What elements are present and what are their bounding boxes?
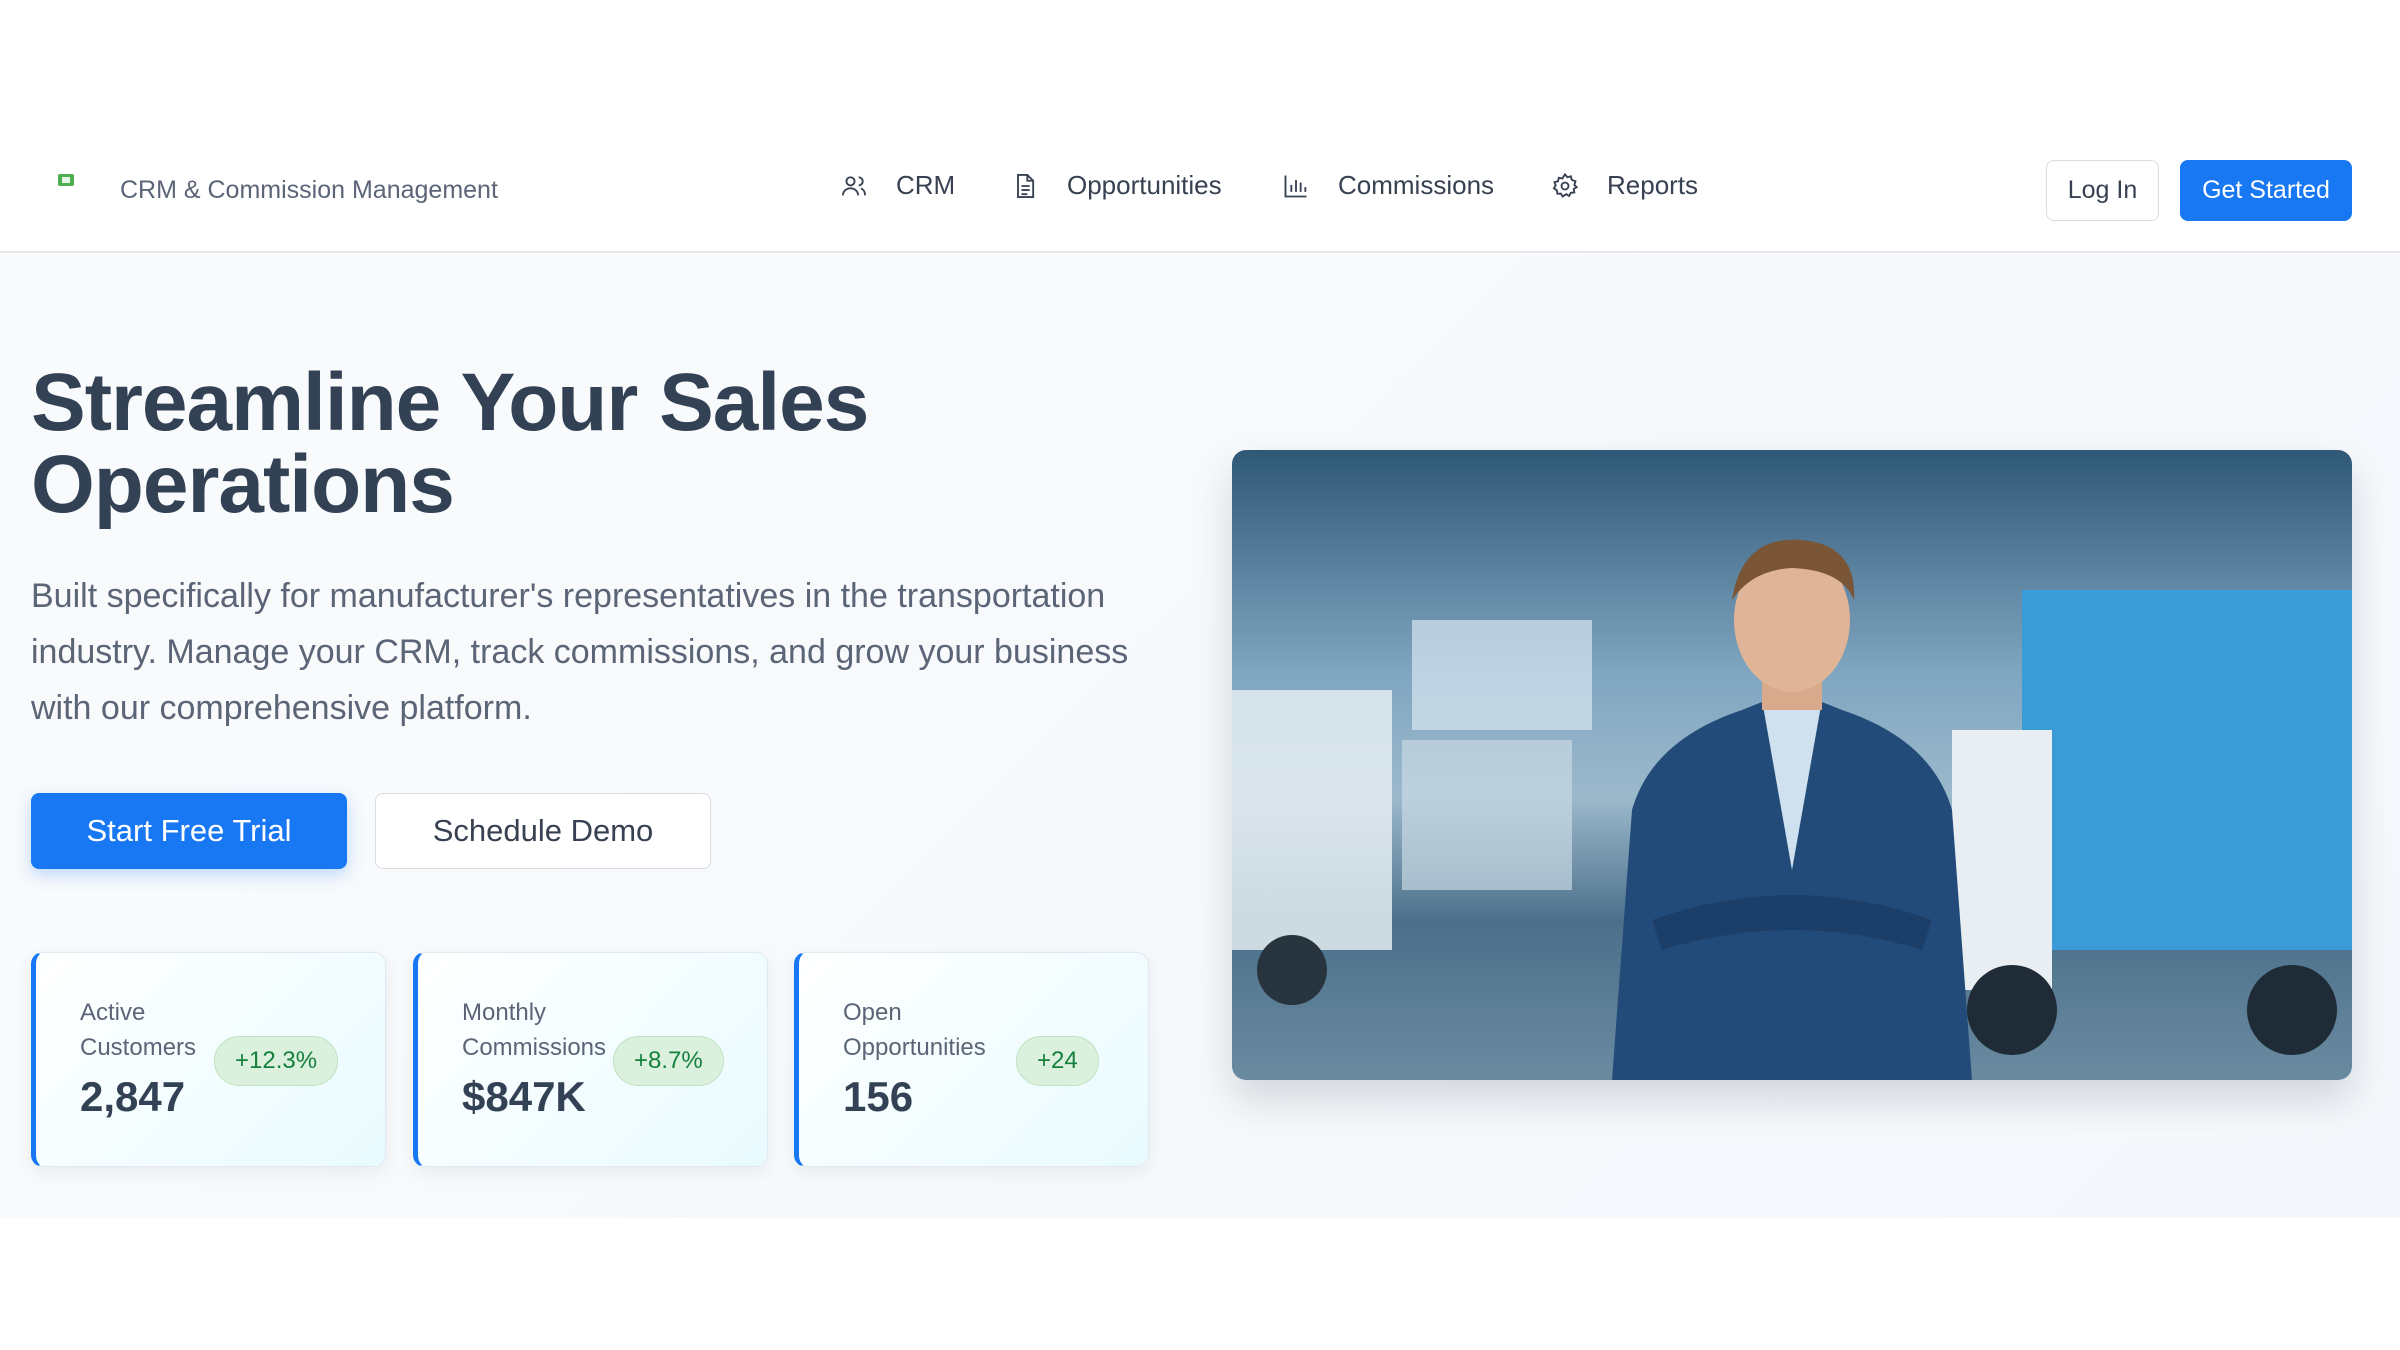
get-started-button[interactable]: Get Started bbox=[2180, 160, 2352, 221]
brand-name[interactable]: CRM & Commission Management bbox=[120, 176, 498, 204]
schedule-demo-button[interactable]: Schedule Demo bbox=[375, 793, 711, 869]
nav-commissions[interactable]: Commissions bbox=[1282, 170, 1494, 201]
truck-logo-icon[interactable] bbox=[52, 170, 80, 194]
stat-change-badge: +8.7% bbox=[613, 1036, 724, 1086]
bar-chart-icon bbox=[1284, 175, 1307, 197]
stat-label: Active Customers bbox=[80, 999, 197, 1061]
stat-change-badge: +24 bbox=[1016, 1036, 1099, 1086]
users-icon bbox=[841, 175, 867, 195]
document-icon bbox=[1017, 173, 1035, 198]
stat-label: Open Opportunities bbox=[843, 999, 986, 1061]
nav-label: Commissions bbox=[1338, 170, 1495, 200]
stat-value: 2,847 bbox=[80, 1073, 186, 1120]
hero-description: Built specifically for manufacturer's re… bbox=[31, 577, 1129, 727]
top-navbar: CRM & Commission Management CRM Opportun… bbox=[0, 0, 2400, 253]
start-free-trial-button[interactable]: Start Free Trial bbox=[31, 793, 347, 869]
gear-icon bbox=[1552, 172, 1579, 198]
stat-card-monthly-commissions: Monthly Commissions $847K +8.7% bbox=[413, 952, 768, 1167]
stat-label: Monthly Commissions bbox=[462, 999, 607, 1061]
nav-label: Reports bbox=[1607, 170, 1699, 200]
hero-image-salesman-warehouse bbox=[1232, 450, 2352, 1080]
login-button[interactable]: Log In bbox=[2046, 160, 2159, 221]
hero-title: Streamline Your Sales Operations bbox=[31, 357, 869, 530]
nav-label: Opportunities bbox=[1067, 170, 1222, 200]
nav-reports[interactable]: Reports bbox=[1551, 170, 1698, 201]
nav-crm[interactable]: CRM bbox=[840, 170, 955, 201]
stat-card-open-opportunities: Open Opportunities 156 +24 bbox=[794, 952, 1149, 1167]
stat-card-active-customers: Active Customers 2,847 +12.3% bbox=[31, 952, 386, 1167]
nav-opportunities[interactable]: Opportunities bbox=[1011, 170, 1222, 201]
stat-value: $847K bbox=[462, 1073, 586, 1120]
nav-label: CRM bbox=[896, 170, 956, 200]
stat-change-badge: +12.3% bbox=[214, 1036, 339, 1086]
stat-value: 156 bbox=[843, 1073, 914, 1120]
